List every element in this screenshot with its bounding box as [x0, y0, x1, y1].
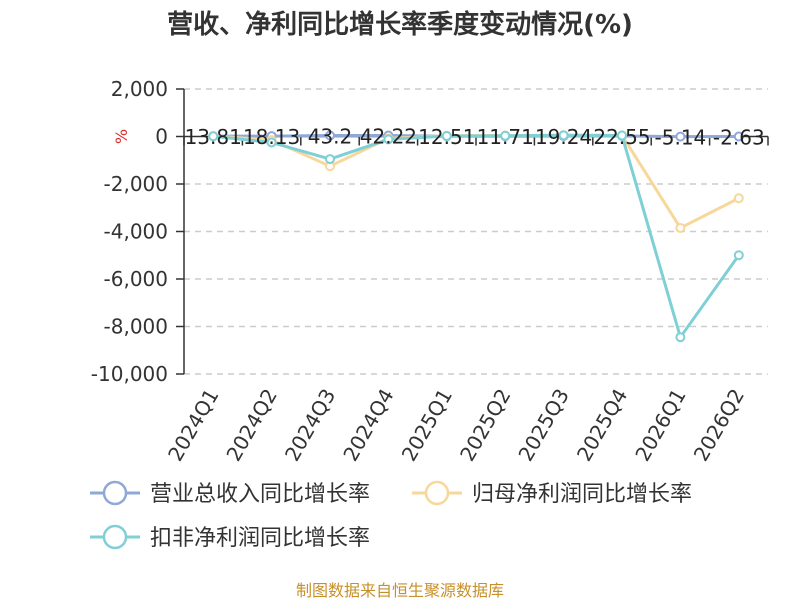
y-tick-label: -8,000	[104, 315, 168, 339]
data-point[interactable]	[558, 130, 569, 141]
x-tick-label: 2024Q2	[221, 385, 281, 466]
legend-item[interactable]: 扣非净利润同比增长率	[90, 524, 370, 551]
data-point[interactable]	[325, 130, 335, 141]
data-label: 13.81	[185, 125, 242, 149]
x-tick-label: 2024Q3	[280, 385, 340, 466]
data-point[interactable]	[675, 131, 686, 142]
data-label: -2.63	[713, 126, 765, 150]
data-label: 42.22	[360, 124, 417, 148]
x-tick-label: 2024Q1	[163, 385, 223, 466]
series-layer	[208, 130, 744, 343]
data-label: 19.24	[535, 125, 592, 149]
data-label: 18.13	[243, 125, 300, 149]
legend-swatch-marker	[424, 480, 450, 506]
chart-title: 营收、净利同比增长率季度变动情况(%)	[167, 9, 633, 40]
data-point[interactable]	[500, 130, 511, 141]
data-point[interactable]	[675, 222, 686, 233]
data-label: 43.2	[308, 124, 353, 148]
legend-swatch-marker	[102, 480, 128, 506]
legend-item[interactable]: 归母净利润同比增长率	[412, 480, 692, 507]
x-tick-label: 2026Q1	[630, 385, 690, 466]
data-label: -5.14	[655, 126, 707, 150]
legend-label: 营业总收入同比增长率	[150, 482, 370, 507]
y-tick-label: 2,000	[111, 77, 168, 101]
y-tick-label: 0	[155, 125, 168, 149]
legend-label: 扣非净利润同比增长率	[150, 526, 370, 551]
data-point[interactable]	[383, 134, 394, 145]
legend-swatch-marker	[102, 524, 128, 550]
x-tick-label: 2024Q4	[338, 385, 398, 466]
data-point[interactable]	[675, 332, 686, 343]
data-point[interactable]	[208, 131, 219, 142]
data-point[interactable]	[617, 130, 627, 141]
data-point[interactable]	[733, 193, 744, 204]
unit-label: %	[112, 129, 131, 144]
data-point[interactable]	[733, 131, 744, 142]
data-point[interactable]	[733, 250, 744, 261]
data-labels: 13.81 18.13 43.2 42.22 12.51 11.71 19.24 22.55-…	[185, 124, 765, 149]
data-point[interactable]	[441, 131, 452, 142]
x-tick-label: 2025Q4	[572, 385, 632, 466]
series-line	[213, 133, 741, 339]
x-tick-label: 2025Q2	[455, 385, 515, 466]
x-tick-label: 2026Q2	[689, 385, 749, 466]
x-tick-label: 2025Q1	[397, 385, 457, 466]
data-point[interactable]	[325, 154, 335, 165]
data-label: 11.71	[477, 125, 534, 149]
y-tick-label: -2,000	[104, 172, 168, 196]
legend-item[interactable]: 营业总收入同比增长率	[90, 480, 370, 507]
y-tick-label: -10,000	[91, 362, 168, 386]
y-tick-label: -4,000	[104, 220, 168, 244]
grid-layer	[184, 88, 768, 375]
data-label: 12.51	[418, 125, 475, 149]
y-tick-label: -6,000	[104, 267, 168, 291]
legend-label: 归母净利润同比增长率	[472, 482, 692, 507]
data-label: 22.55	[593, 125, 650, 149]
source-note: 制图数据来自恒生聚源数据库	[296, 581, 504, 600]
data-point[interactable]	[266, 137, 277, 148]
x-tick-label: 2025Q3	[513, 385, 573, 466]
